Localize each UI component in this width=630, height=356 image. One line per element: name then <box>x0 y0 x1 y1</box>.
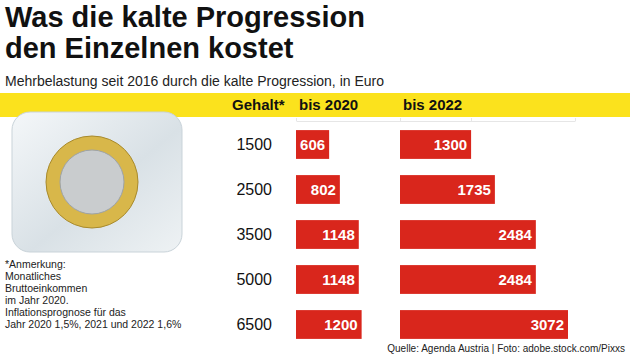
ice-cube-decoration <box>12 112 182 252</box>
y-tick-label: 1500 <box>236 136 272 153</box>
y-tick: 2500 <box>236 181 272 198</box>
bars <box>296 130 362 339</box>
y-tick: 6500 <box>236 316 272 333</box>
data-label: 1148 <box>322 271 355 288</box>
x-axis <box>297 118 472 122</box>
series-header: bis 2022 <box>403 96 462 113</box>
x-tick <box>400 118 401 121</box>
data-labels: 606 802 1148 1148 1200 <box>300 136 358 333</box>
ice-cube <box>12 112 182 252</box>
bar <box>400 310 568 339</box>
data-label: 802 <box>311 181 336 198</box>
x-axis <box>401 118 576 122</box>
y-tick-label: 5000 <box>236 271 272 288</box>
subtitle: Mehrbelastung seit 2016 durch die kalte … <box>5 73 384 89</box>
y-tick: 3500 <box>236 226 272 243</box>
x-tick-mark <box>400 118 401 121</box>
data-label: 1148 <box>322 226 355 243</box>
x-tick <box>471 118 472 121</box>
bar <box>296 265 359 294</box>
title: Was die kalte Progression <box>5 1 365 33</box>
data-label: 1735 <box>458 181 491 198</box>
y-tick-label: 2500 <box>236 181 272 198</box>
y-axis-title: Gehalt* <box>232 96 285 113</box>
bar <box>296 175 340 204</box>
coin-ring <box>46 136 138 228</box>
note: *Anmerkung: <box>5 258 66 270</box>
x-tick-mark <box>471 118 472 121</box>
data-label: 1200 <box>324 316 357 333</box>
bar <box>296 220 359 249</box>
y-axis: 1500 2500 3500 5000 6500 <box>236 136 272 333</box>
x-tick <box>296 118 297 121</box>
bar <box>296 310 362 339</box>
series-header: bis 2020 <box>299 96 358 113</box>
bar <box>400 265 536 294</box>
chart: Was die kalte Progressionden Einzelnen k… <box>0 0 630 356</box>
data-label: 1300 <box>434 136 467 153</box>
title: den Einzelnen kostet <box>5 32 294 64</box>
data-label: 3072 <box>531 316 564 333</box>
data-label: 2484 <box>498 226 532 243</box>
x-tick-mark <box>296 118 297 121</box>
bar <box>400 130 471 159</box>
note: Monatliches <box>5 270 61 282</box>
y-tick-label: 6500 <box>236 316 272 333</box>
bar <box>296 130 329 159</box>
bar <box>400 175 495 204</box>
bars <box>400 130 568 339</box>
x-axis-line <box>401 121 576 122</box>
bar <box>400 220 536 249</box>
coin-center <box>60 150 124 214</box>
x-tick-mark <box>575 118 576 121</box>
x-tick <box>575 118 576 121</box>
y-tick-label: 3500 <box>236 226 272 243</box>
y-tick: 1500 <box>236 136 272 153</box>
source: Quelle: Agenda Austria | Foto: adobe.sto… <box>387 343 625 354</box>
note: im Jahr 2020. <box>5 294 69 306</box>
note: Bruttoeinkommen <box>5 282 87 294</box>
data-label: 606 <box>300 136 325 153</box>
y-tick: 5000 <box>236 271 272 288</box>
note: Jahr 2020 1,5%, 2021 und 2022 1,6% <box>5 318 181 330</box>
data-label: 2484 <box>498 271 532 288</box>
data-labels: 1300 1735 2484 2484 3072 <box>434 136 564 333</box>
note: Inflationsprognose für das <box>5 306 126 318</box>
